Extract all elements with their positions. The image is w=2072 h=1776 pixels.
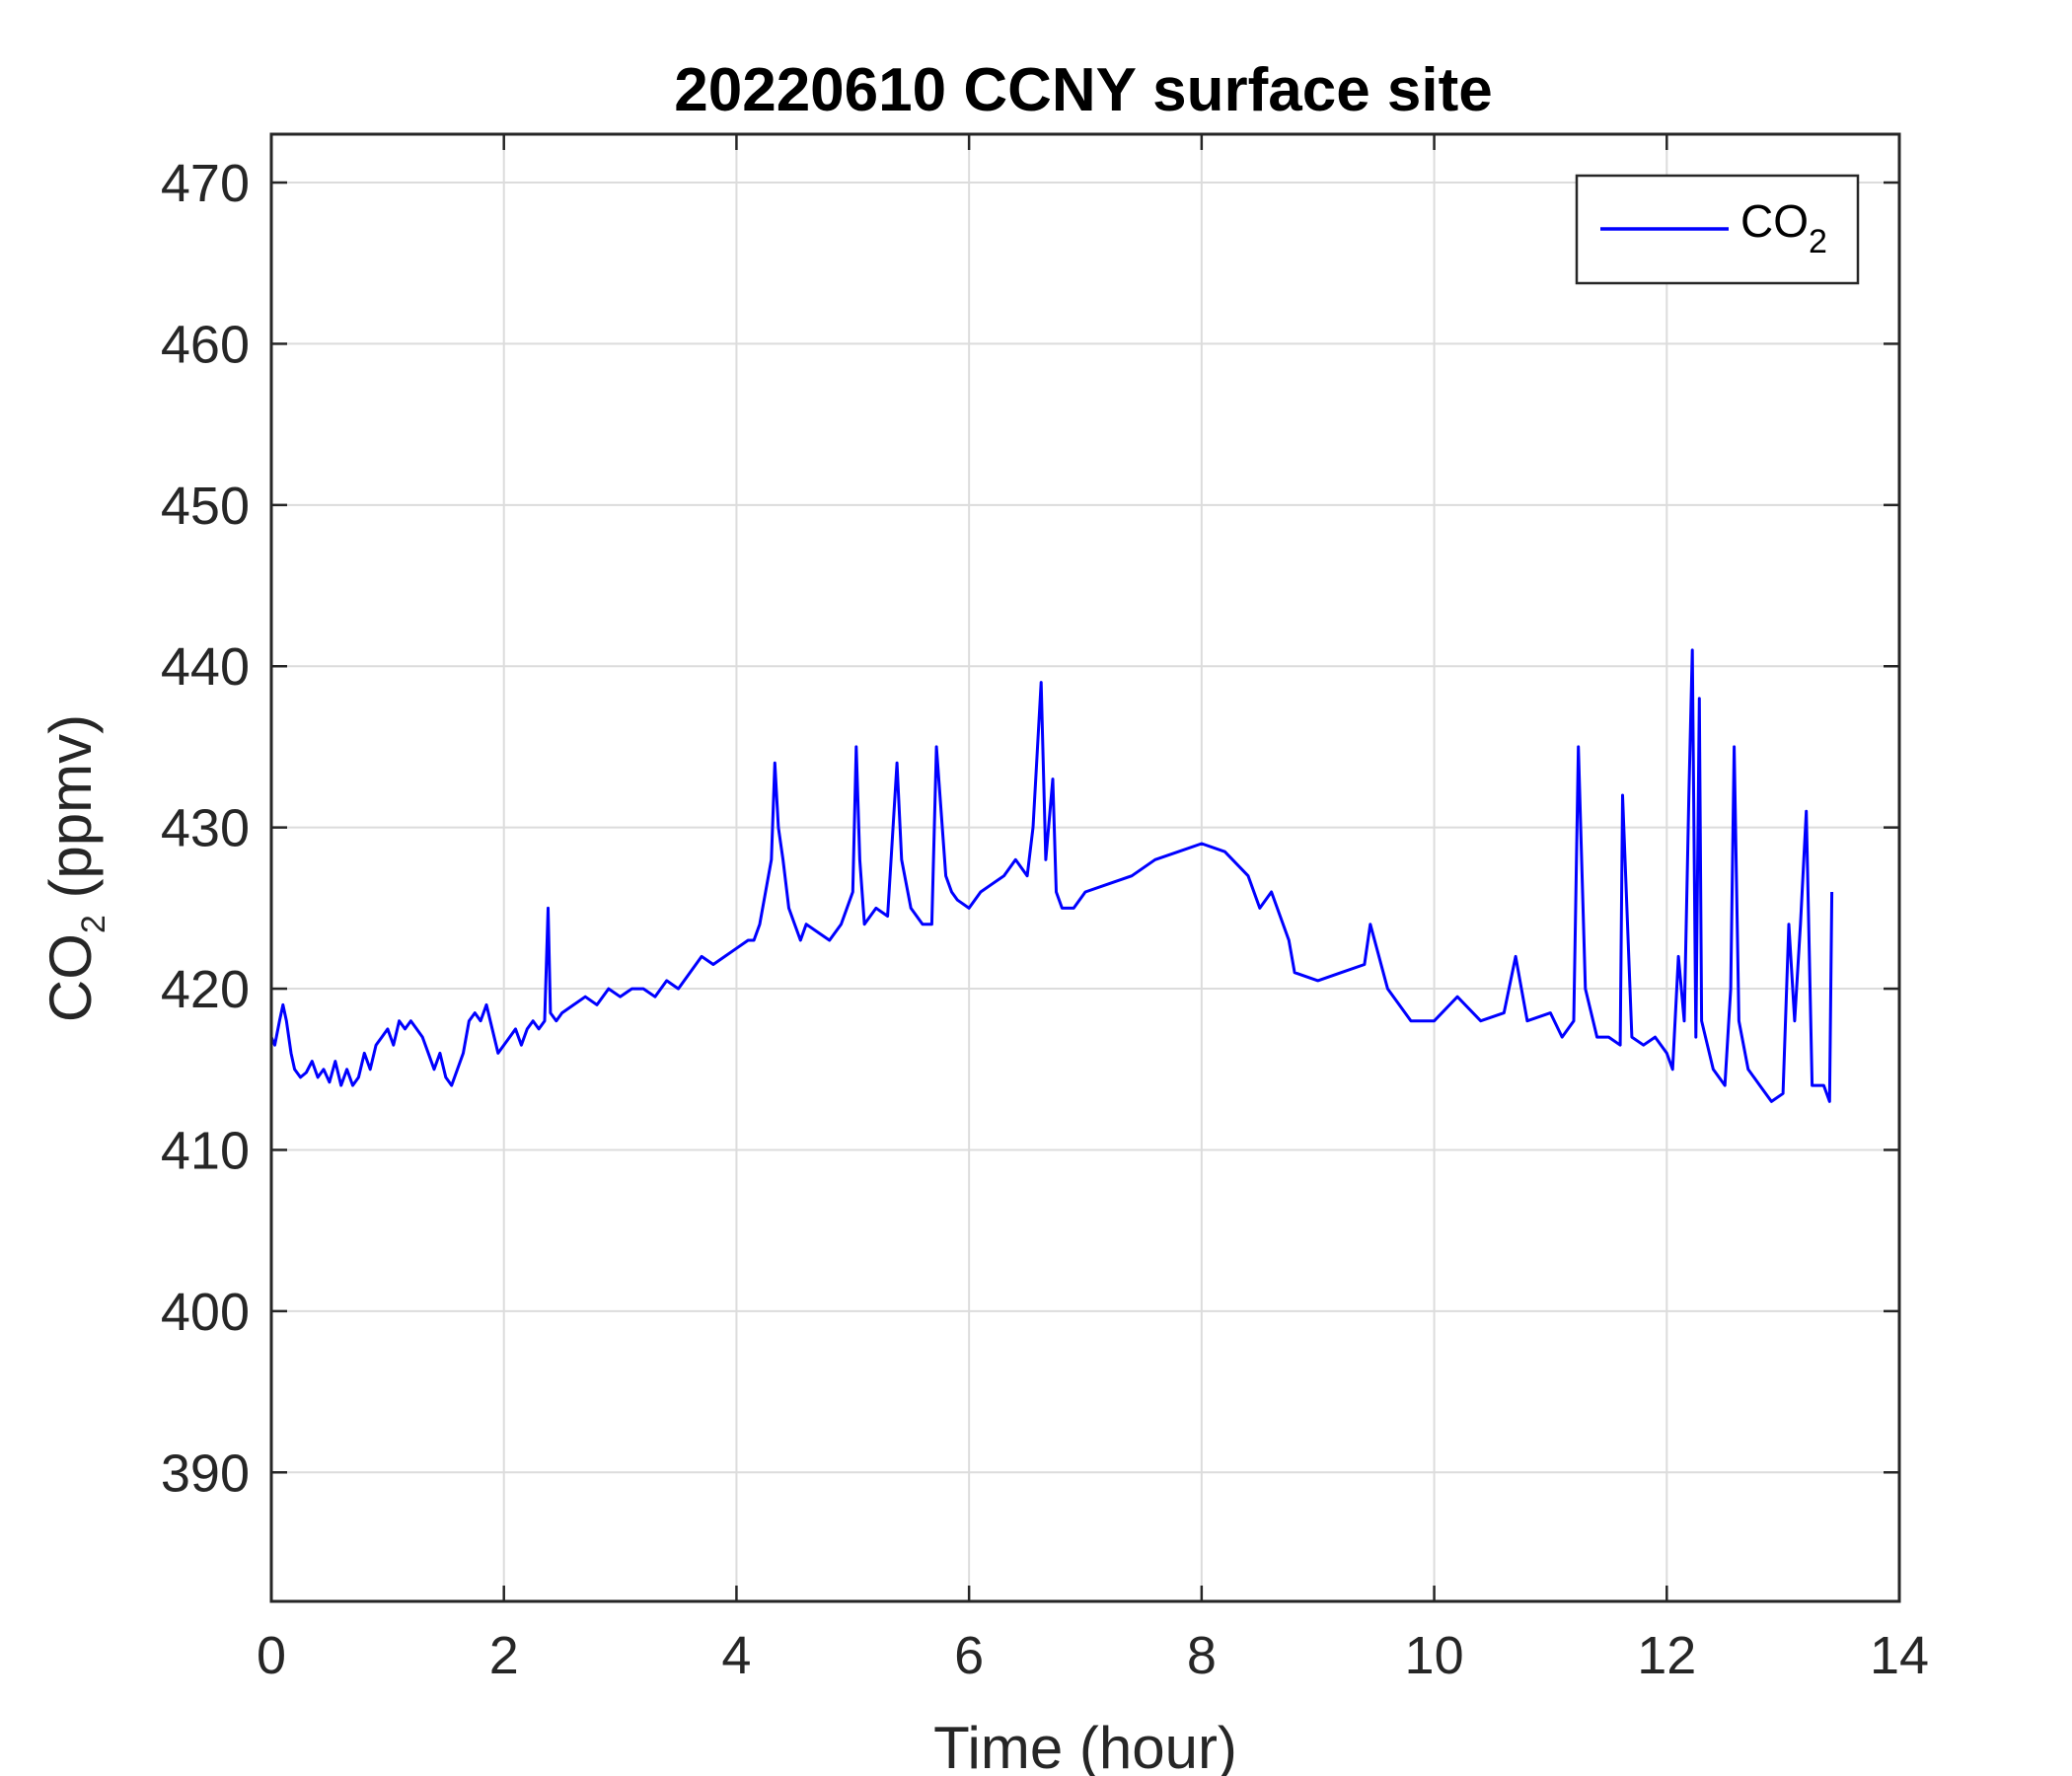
y-tick-label: 400: [161, 1283, 250, 1342]
x-tick-label: 2: [489, 1626, 519, 1685]
y-tick-label: 470: [161, 154, 250, 213]
x-tick-labels: 0 2 4 6 8 10 12 14: [257, 1626, 1929, 1685]
plot-frame: [269, 132, 1901, 1603]
legend-label: CO2: [1740, 195, 1827, 260]
legend: CO2: [1575, 174, 1860, 285]
x-axis-title: Time (hour): [933, 1715, 1237, 1776]
y-tick-label: 460: [161, 315, 250, 374]
legend-label-subscript: 2: [1809, 223, 1827, 260]
x-tick-label: 0: [257, 1626, 286, 1685]
y-tick-label: 430: [161, 799, 250, 858]
series-line-0: [269, 648, 1834, 1103]
y-tick-label: 390: [161, 1443, 250, 1503]
x-tick-label: 6: [954, 1626, 984, 1685]
series-group: [269, 648, 1834, 1103]
y-tick-label: 420: [161, 960, 250, 1019]
x-tick-label: 8: [1187, 1626, 1217, 1685]
grid-lines: [271, 134, 1899, 1601]
legend-label-main: CO: [1740, 195, 1809, 247]
y-tick-label: 440: [161, 637, 250, 697]
svg-text:CO2 (ppmv): CO2 (ppmv): [37, 714, 112, 1022]
y-tick-label: 450: [161, 477, 250, 536]
plot-area: [271, 134, 1899, 1601]
x-tick-label: 4: [721, 1626, 751, 1685]
x-tick-label: 10: [1405, 1626, 1464, 1685]
y-axis-title-subscript: 2: [75, 915, 112, 933]
y-axis-title-main: CO: [37, 933, 104, 1022]
y-axis-title: CO2 (ppmv): [37, 714, 112, 1022]
x-tick-label: 12: [1637, 1626, 1696, 1685]
y-tick-labels: 390 400 410 420 430 440 450 460 470: [161, 154, 250, 1503]
x-tick-label: 14: [1870, 1626, 1929, 1685]
chart-title: 20220610 CCNY surface site: [674, 56, 1493, 124]
y-axis-title-unit: (ppmv): [37, 714, 104, 915]
y-tick-label: 410: [161, 1121, 250, 1180]
axis-ticks: [271, 134, 1899, 1601]
